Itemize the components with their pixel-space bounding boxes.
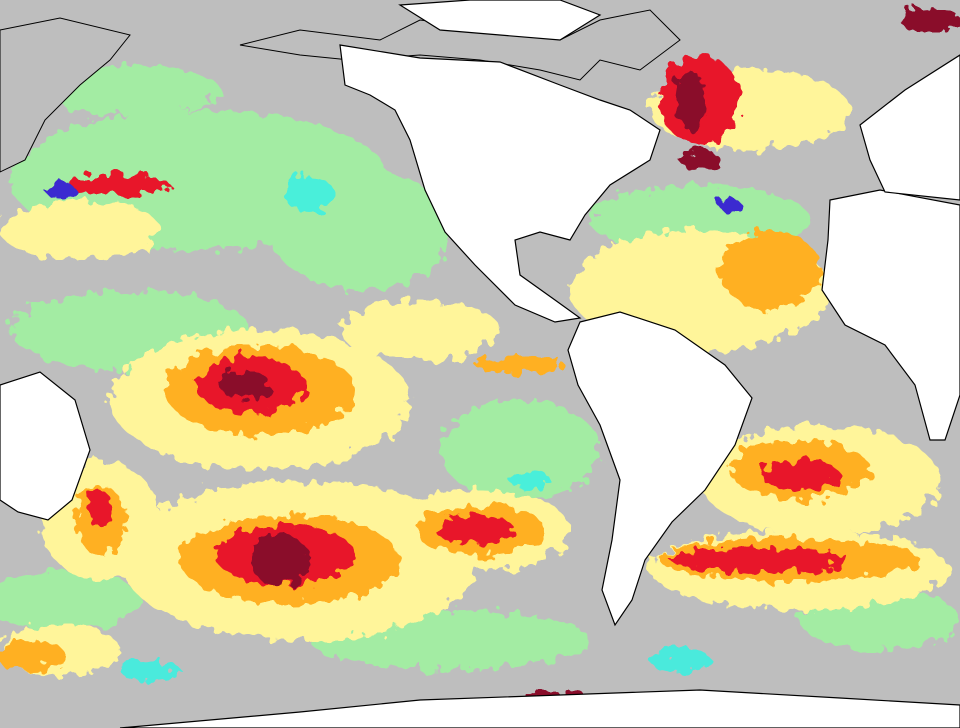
north-america (339, 44, 661, 323)
arctic-islands (398, 0, 602, 41)
south-america (567, 311, 753, 627)
antarctica (119, 689, 960, 728)
australia (0, 371, 91, 521)
africa (821, 189, 960, 441)
extreme-warm-anomaly (220, 8, 960, 708)
anomaly-field (0, 8, 960, 708)
asia (0, 17, 131, 173)
cold-anomaly (120, 177, 710, 680)
europe (859, 54, 960, 201)
